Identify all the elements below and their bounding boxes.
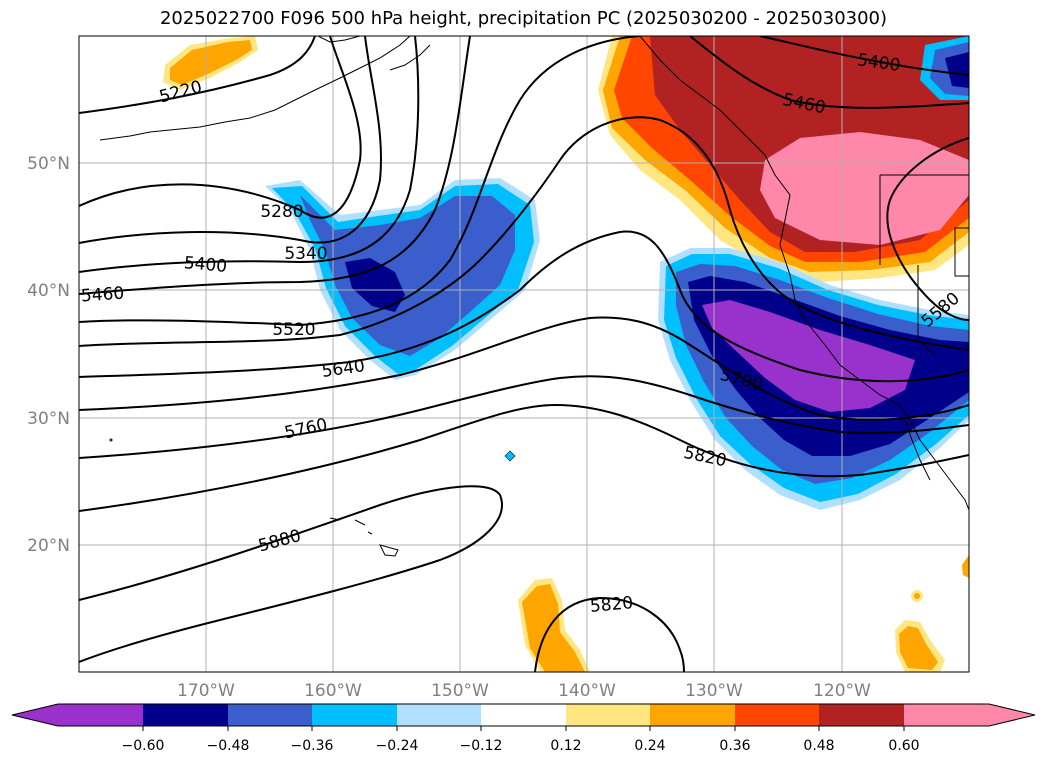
graticule xyxy=(79,36,969,672)
lon-tick: 150°W xyxy=(431,681,489,701)
map-frame xyxy=(78,35,970,673)
lon-tick: 170°W xyxy=(177,681,235,701)
lon-tick: 160°W xyxy=(304,681,362,701)
colorbar-extend-low xyxy=(12,704,143,726)
contour-label: 5820 xyxy=(589,593,634,617)
lat-tick: 20°N xyxy=(27,536,70,556)
colorbar-bin xyxy=(819,704,904,726)
colorbar-tick: −0.24 xyxy=(376,738,419,754)
contour-label: 5460 xyxy=(80,284,125,307)
lat-tick: 40°N xyxy=(27,281,70,301)
lon-axis: 170°W 160°W 150°W 140°W 130°W 120°W xyxy=(177,681,871,701)
contour-labels: 5220 5280 5340 5400 5460 5520 5640 5760 … xyxy=(80,50,963,617)
lat-axis: 50°N 40°N 30°N 20°N xyxy=(27,154,70,556)
colorbar-tick: 0.48 xyxy=(803,738,834,754)
contour-label: 5400 xyxy=(183,253,228,277)
colorbar-bin xyxy=(312,704,397,726)
map-area: 5220 5280 5340 5400 5460 5520 5640 5760 … xyxy=(79,36,969,672)
colorbar-bin xyxy=(143,704,228,726)
contour-label: 5280 xyxy=(260,202,303,222)
contour-label: 5340 xyxy=(284,244,327,264)
colorbar: −0.60 −0.48 −0.36 −0.24 −0.12 0.12 0.24 … xyxy=(11,703,1036,754)
lon-tick: 120°W xyxy=(813,681,871,701)
lon-tick: 130°W xyxy=(685,681,743,701)
colorbar-bin xyxy=(735,704,819,726)
colorbar-tick: 0.60 xyxy=(888,738,919,754)
colorbar-bin xyxy=(566,704,650,726)
coastlines xyxy=(99,36,969,557)
lat-tick: 50°N xyxy=(27,154,70,174)
colorbar-tick: −0.36 xyxy=(291,738,334,754)
contour-label: 5520 xyxy=(272,320,315,340)
colorbar-bin xyxy=(481,704,566,726)
colorbar-tick: 0.36 xyxy=(719,738,750,754)
colorbar-tick: −0.12 xyxy=(460,738,503,754)
colorbar-tick: −0.60 xyxy=(122,738,165,754)
colorbar-tick: 0.12 xyxy=(550,738,581,754)
lon-tick: 140°W xyxy=(558,681,616,701)
precip-shading xyxy=(163,36,969,672)
colorbar-bin xyxy=(397,704,481,726)
height-contours xyxy=(79,36,969,672)
colorbar-extend-high xyxy=(904,704,1035,726)
lat-tick: 30°N xyxy=(27,409,70,429)
colorbar-bin xyxy=(650,704,735,726)
colorbar-tick: −0.48 xyxy=(207,738,250,754)
map-title: 2025022700 F096 500 hPa height, precipit… xyxy=(159,8,888,29)
colorbar-tick: 0.24 xyxy=(634,738,665,754)
colorbar-bin xyxy=(228,704,312,726)
